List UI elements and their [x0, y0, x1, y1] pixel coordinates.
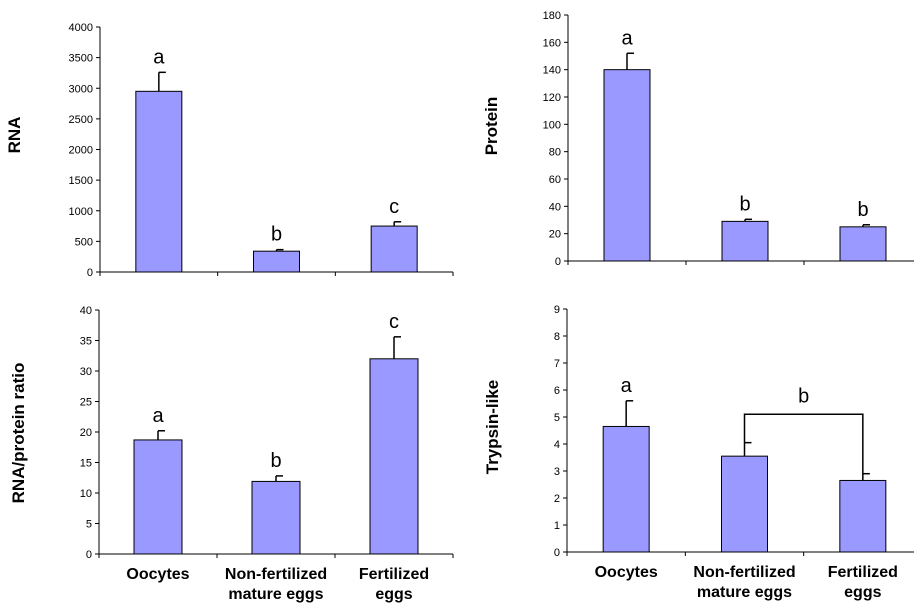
y-tick-label: 160: [543, 37, 561, 49]
bar: [133, 439, 183, 555]
category-label: mature eggs: [228, 586, 323, 603]
y-tick-label: 20: [549, 229, 561, 241]
y-axis-label: RNA: [5, 117, 24, 154]
bar: [135, 90, 183, 273]
y-tick-label: 20: [80, 427, 92, 439]
category-label: mature eggs: [697, 584, 792, 601]
significance-label: a: [153, 46, 165, 68]
y-tick-label: 10: [80, 488, 92, 500]
y-tick-label: 500: [75, 236, 93, 248]
significance-label: a: [621, 375, 633, 397]
category-label: eggs: [375, 586, 412, 603]
bar: [602, 425, 650, 553]
significance-label: a: [152, 405, 164, 427]
y-tick-label: 7: [554, 358, 560, 370]
category-label: Non-fertilized: [693, 564, 795, 581]
y-tick-label: 1000: [69, 206, 93, 218]
y-tick-label: 1500: [69, 175, 93, 187]
category-label: eggs: [844, 584, 881, 601]
y-tick-label: 5: [554, 412, 560, 424]
category-label: Non-fertilized: [225, 566, 327, 583]
bar: [603, 69, 651, 262]
rna-protein-ratio-chart: 0 5 10 15 20 25 30 35 40 RNA/protein ratio a b c Oocy…: [9, 305, 454, 603]
y-tick-label: 140: [543, 65, 561, 77]
significance-label: a: [621, 27, 633, 49]
y-tick-label: 40: [549, 201, 561, 213]
significance-label: b: [271, 224, 282, 246]
category-label: Fertilized: [828, 564, 898, 581]
y-tick-label: 1: [554, 520, 560, 532]
y-tick-label: 120: [543, 92, 561, 104]
significance-label: b: [739, 193, 750, 215]
y-tick-label: 0: [555, 256, 561, 268]
category-label: Fertilized: [359, 566, 429, 583]
bar: [251, 480, 301, 555]
y-tick-label: 3000: [69, 83, 93, 95]
y-tick-label: 2000: [69, 145, 93, 157]
y-tick-label: 80: [549, 147, 561, 159]
y-tick-label: 2: [554, 493, 560, 505]
significance-label: b: [857, 199, 868, 221]
trypsin-like-chart: 0 1 2 3 4 5 6 7 8 9 Trypsin-like a b Oocytes Non-ferti…: [483, 304, 914, 601]
y-tick-label: 4: [554, 439, 560, 451]
y-tick-label: 180: [543, 10, 561, 22]
y-tick-label: 9: [554, 304, 560, 316]
bar: [839, 226, 887, 262]
y-axis-label: Trypsin-like: [483, 380, 502, 474]
protein-chart: 0 20 40 60 80 100 120 140 160 180 Protein a b b: [482, 10, 914, 268]
y-tick-label: 35: [80, 336, 92, 348]
y-tick-label: 3500: [69, 53, 93, 65]
bar: [721, 220, 769, 262]
category-label: Oocytes: [126, 566, 189, 583]
significance-label: b: [270, 450, 281, 472]
significance-label: c: [389, 311, 399, 333]
y-axis-label: RNA/protein ratio: [9, 363, 28, 504]
y-tick-label: 2500: [69, 114, 93, 126]
y-tick-label: 4000: [69, 22, 93, 34]
y-tick-label: 100: [543, 119, 561, 131]
bar: [253, 250, 300, 273]
rna-chart: 0 500 1000 1500 2000 2500 3000 3500 4000 RNA a b c: [5, 22, 454, 279]
y-tick-label: 0: [86, 549, 92, 561]
bar: [369, 358, 419, 555]
significance-bracket: [743, 413, 864, 474]
y-tick-label: 8: [554, 331, 560, 343]
significance-label: b: [798, 385, 809, 407]
bar: [370, 225, 418, 273]
y-tick-label: 0: [87, 267, 93, 279]
y-tick-label: 60: [549, 174, 561, 186]
y-tick-label: 6: [554, 385, 560, 397]
y-tick-label: 15: [80, 458, 92, 470]
bar: [839, 479, 887, 553]
y-tick-label: 3: [554, 466, 560, 478]
category-label: Oocytes: [595, 564, 658, 581]
y-tick-label: 0: [554, 547, 560, 559]
significance-label: c: [389, 196, 399, 218]
y-tick-label: 30: [80, 366, 92, 378]
y-axis-label: Protein: [482, 97, 501, 156]
bar: [721, 455, 768, 553]
y-tick-label: 25: [80, 397, 92, 409]
y-tick-label: 40: [80, 305, 92, 317]
y-tick-label: 5: [86, 519, 92, 531]
